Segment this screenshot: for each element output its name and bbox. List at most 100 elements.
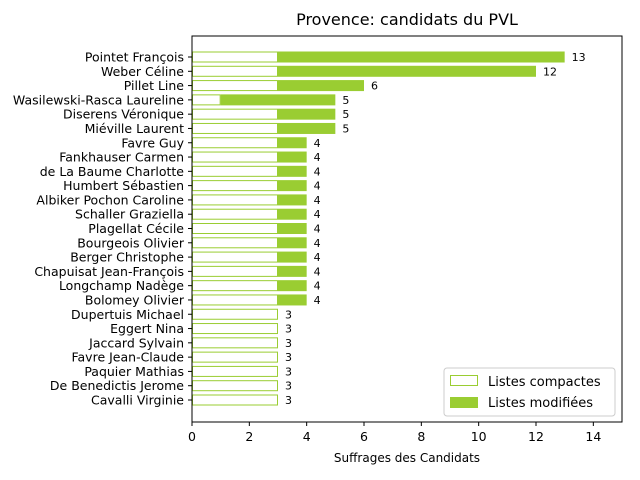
y-tick-label: Weber Céline — [101, 64, 184, 79]
bar-compact — [192, 223, 278, 234]
x-axis-label: Suffrages des Candidats — [334, 451, 480, 465]
bar-compact — [192, 51, 278, 63]
y-tick-label: Wasilewski-Rasca Laureline — [13, 92, 184, 107]
bar-value-label: 4 — [314, 137, 321, 150]
bar-compact — [192, 194, 278, 206]
y-tick-label: Plagellat Cécile — [88, 221, 184, 236]
bar-value-label: 4 — [314, 237, 321, 250]
y-tick-label: Fankhauser Carmen — [59, 150, 184, 165]
x-tick-label: 2 — [245, 429, 253, 444]
bar-modified — [278, 223, 307, 234]
bar-modified — [278, 108, 336, 120]
bar-modified — [278, 237, 307, 249]
bar-value-label: 13 — [572, 51, 586, 64]
bar-compact — [192, 351, 278, 363]
x-tick-label: 4 — [303, 429, 311, 444]
y-tick-label: Bourgeois Olivier — [77, 235, 185, 250]
bar-modified — [278, 151, 307, 163]
x-axis: 0 2 4 6 8 10 12 14 — [188, 422, 601, 444]
bar-value-label: 12 — [543, 65, 557, 78]
bar-value-label: 4 — [314, 251, 321, 264]
bar-value-label: 3 — [285, 351, 292, 364]
bar-value-label: 5 — [342, 108, 349, 121]
bar-value-label: 3 — [285, 394, 292, 407]
y-tick-label: Pillet Line — [124, 78, 185, 93]
x-tick-label: 0 — [188, 429, 196, 444]
plot-frame — [191, 35, 623, 423]
legend-item-compact: Listes compactes — [450, 375, 601, 390]
y-tick-label: Miéville Laurent — [85, 121, 184, 136]
bar-modified — [278, 180, 307, 192]
bar-value-label: 3 — [285, 337, 292, 350]
bar-compact — [192, 294, 278, 306]
bar-value-label: 4 — [314, 194, 321, 207]
bar-compact — [192, 308, 278, 320]
bar-value-label: 3 — [285, 380, 292, 393]
bar-compact — [192, 80, 278, 92]
legend-label-compact: Listes compactes — [488, 375, 601, 390]
bar-modified — [278, 251, 307, 263]
legend-item-modified: Listes modifiées — [450, 396, 593, 411]
y-tick-label: Longchamp Nadège — [59, 278, 184, 293]
bar-compact — [192, 108, 278, 120]
y-tick-label: Bolomey Olivier — [85, 292, 185, 307]
compact-bars — [192, 51, 278, 406]
y-tick-label: Jaccard Sylvain — [88, 335, 184, 350]
bar-compact — [192, 137, 278, 149]
bar-compact — [192, 180, 278, 192]
bar-value-label: 6 — [371, 80, 378, 93]
legend-label-modified: Listes modifiées — [488, 396, 593, 411]
bar-value-label: 4 — [314, 265, 321, 278]
bar-compact — [192, 94, 221, 106]
bar-compact — [192, 265, 278, 277]
bar-compact — [192, 365, 278, 377]
bar-modified — [278, 122, 336, 134]
bar-value-label: 4 — [314, 294, 321, 307]
bar-modified — [278, 280, 307, 292]
y-tick-label: Dupertuis Michael — [71, 307, 184, 322]
y-tick-label: Berger Christophe — [70, 250, 184, 265]
y-tick-label: De Benedictis Jerome — [50, 378, 184, 393]
bar-compact — [192, 323, 278, 335]
legend-swatch-compact — [450, 375, 478, 386]
chart-title: Provence: candidats du PVL — [296, 10, 518, 29]
bar-value-label: 3 — [285, 365, 292, 378]
bar-value-label: 3 — [285, 323, 292, 336]
bar-value-label: 5 — [342, 122, 349, 135]
y-tick-label: Eggert Nina — [110, 321, 184, 336]
bar-modified — [278, 194, 307, 206]
bar-compact — [192, 394, 278, 406]
bar-modified — [278, 208, 307, 220]
bar-value-label: 4 — [314, 223, 321, 236]
bar-value-label: 4 — [314, 280, 321, 293]
bar-modified — [278, 265, 307, 277]
bar-value-label: 4 — [314, 165, 321, 178]
bar-value-label: 3 — [285, 308, 292, 321]
bar-compact — [192, 65, 278, 77]
bar-compact — [192, 165, 278, 177]
y-tick-label: Favre Jean-Claude — [71, 350, 184, 365]
x-tick-label: 12 — [528, 429, 544, 444]
bar-compact — [192, 237, 278, 249]
bar-modified — [278, 51, 565, 63]
y-tick-label: Albiker Pochon Caroline — [36, 192, 184, 207]
x-tick-label: 8 — [417, 429, 425, 444]
bar-compact — [192, 151, 278, 163]
bar-compact — [192, 208, 278, 220]
legend: Listes compactes Listes modifiées — [443, 367, 616, 417]
bar-modified — [278, 65, 536, 77]
bar-modified — [278, 294, 307, 306]
y-tick-label: Chapuisat Jean-François — [34, 264, 184, 279]
bar-compact — [192, 380, 278, 392]
bar-compact — [192, 337, 278, 349]
y-tick-label: Cavalli Virginie — [91, 393, 184, 408]
modified-bars — [220, 51, 565, 306]
bar-value-label: 4 — [314, 208, 321, 221]
y-tick-label: de La Baume Charlotte — [40, 164, 185, 179]
y-tick-label: Humbert Sébastien — [63, 178, 184, 193]
y-tick-label: Favre Guy — [121, 135, 184, 150]
y-tick-label: Schaller Graziella — [75, 207, 184, 222]
